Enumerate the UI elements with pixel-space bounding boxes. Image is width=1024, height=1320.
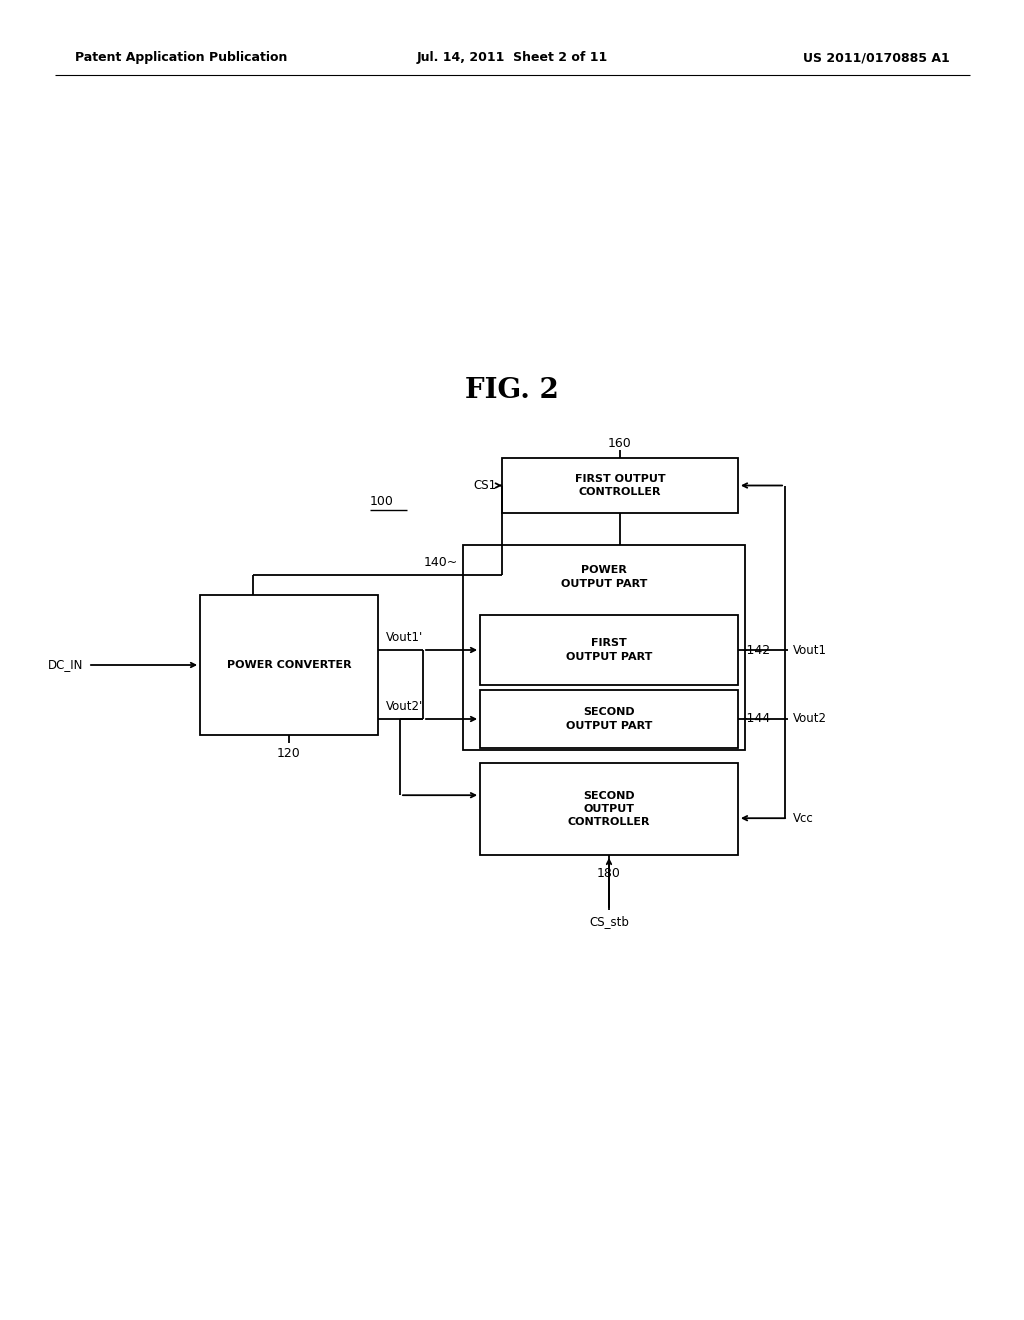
- Text: CS_stb: CS_stb: [589, 915, 629, 928]
- Text: Vout2': Vout2': [386, 700, 423, 713]
- Text: Vout1': Vout1': [386, 631, 423, 644]
- Text: POWER CONVERTER: POWER CONVERTER: [226, 660, 351, 671]
- Text: US 2011/0170885 A1: US 2011/0170885 A1: [803, 51, 950, 65]
- Text: POWER
OUTPUT PART: POWER OUTPUT PART: [561, 565, 647, 589]
- Text: 180: 180: [597, 867, 621, 880]
- Text: 120: 120: [278, 747, 301, 760]
- Text: FIG. 2: FIG. 2: [465, 376, 559, 404]
- Text: SECOND
OUTPUT
CONTROLLER: SECOND OUTPUT CONTROLLER: [567, 791, 650, 828]
- Text: Vout1: Vout1: [793, 644, 827, 656]
- Text: FIRST OUTPUT
CONTROLLER: FIRST OUTPUT CONTROLLER: [574, 474, 666, 498]
- Text: -142: -142: [742, 644, 770, 656]
- Text: -144: -144: [742, 713, 770, 726]
- Text: Vcc: Vcc: [793, 812, 814, 825]
- Bar: [480, 763, 738, 855]
- Text: 140~: 140~: [424, 557, 458, 569]
- Bar: [200, 595, 378, 735]
- Bar: [502, 458, 738, 513]
- Bar: [480, 690, 738, 748]
- Text: Vout2: Vout2: [793, 713, 827, 726]
- Text: Jul. 14, 2011  Sheet 2 of 11: Jul. 14, 2011 Sheet 2 of 11: [417, 51, 607, 65]
- Bar: [480, 615, 738, 685]
- Text: Patent Application Publication: Patent Application Publication: [75, 51, 288, 65]
- Text: 160: 160: [608, 437, 632, 450]
- Text: DC_IN: DC_IN: [48, 659, 83, 672]
- Text: SECOND
OUTPUT PART: SECOND OUTPUT PART: [566, 708, 652, 730]
- Bar: [463, 545, 745, 750]
- Text: FIRST
OUTPUT PART: FIRST OUTPUT PART: [566, 639, 652, 661]
- Text: 100: 100: [370, 495, 394, 508]
- Text: CS1: CS1: [474, 479, 497, 492]
